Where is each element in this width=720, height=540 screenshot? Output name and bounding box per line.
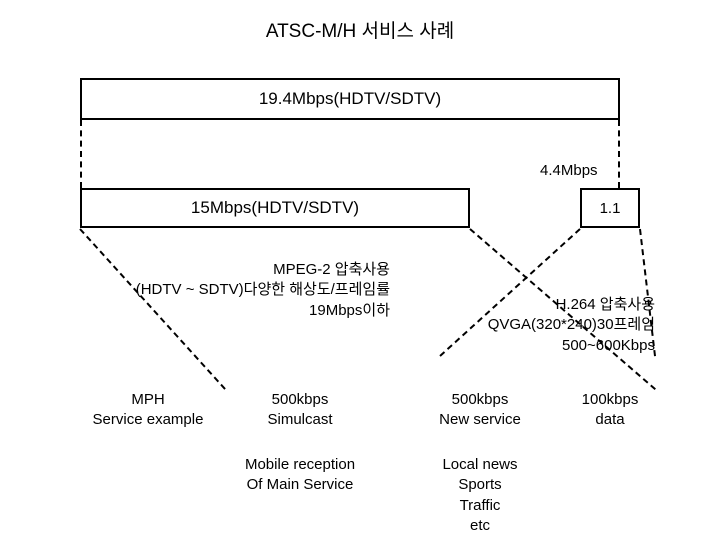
col-local-2: Traffic [405, 496, 555, 516]
side-bandwidth-bar: 1.1 [580, 188, 640, 228]
mpeg2-description: MPEG-2 압축사용 (HDTV ~ SDTV)다양한 해상도/프레임률 19… [100, 260, 390, 321]
total-bandwidth-bar: 19.4Mbps(HDTV/SDTV) [80, 78, 620, 120]
col-simulcast-0: 500kbps [225, 390, 375, 410]
col-mobile-1: Of Main Service [210, 475, 390, 495]
col-local-1: Sports [405, 475, 555, 495]
col-newservice: 500kbps New service [405, 390, 555, 431]
col-mobile-reception: Mobile reception Of Main Service [210, 455, 390, 496]
col-mobile-0: Mobile reception [210, 455, 390, 475]
mpeg2-line-0: MPEG-2 압축사용 [100, 260, 390, 280]
col-data-1: data [565, 410, 655, 430]
page-title: ATSC-M/H 서비스 사례 [0, 16, 720, 43]
left-dashed-connector [80, 120, 82, 188]
col-newservice-1: New service [405, 410, 555, 430]
service-example-line-1: Service example [78, 410, 218, 430]
h264-description: H.264 압축사용 QVGA(320*240)30프레임 500~600Kbp… [435, 295, 655, 356]
gap-bandwidth-label: 4.4Mbps [540, 162, 598, 179]
col-newservice-0: 500kbps [405, 390, 555, 410]
side-bandwidth-label: 1.1 [600, 200, 621, 217]
col-simulcast-1: Simulcast [225, 410, 375, 430]
service-example-line-0: MPH [78, 390, 218, 410]
service-example-heading: MPH Service example [78, 390, 218, 431]
h264-line-2: 500~600Kbps [435, 336, 655, 356]
mpeg2-line-2: 19Mbps이하 [100, 301, 390, 321]
col-data-0: 100kbps [565, 390, 655, 410]
main-bandwidth-label: 15Mbps(HDTV/SDTV) [191, 198, 359, 218]
h264-line-0: H.264 압축사용 [435, 295, 655, 315]
mpeg2-line-1: (HDTV ~ SDTV)다양한 해상도/프레임률 [100, 280, 390, 300]
col-local-news: Local news Sports Traffic etc [405, 455, 555, 536]
col-local-0: Local news [405, 455, 555, 475]
total-bandwidth-label: 19.4Mbps(HDTV/SDTV) [259, 89, 441, 109]
col-data: 100kbps data [565, 390, 655, 431]
right-dashed-connector [618, 120, 620, 188]
main-bandwidth-bar: 15Mbps(HDTV/SDTV) [80, 188, 470, 228]
col-local-3: etc [405, 516, 555, 536]
col-simulcast: 500kbps Simulcast [225, 390, 375, 431]
h264-line-1: QVGA(320*240)30프레임 [435, 315, 655, 335]
